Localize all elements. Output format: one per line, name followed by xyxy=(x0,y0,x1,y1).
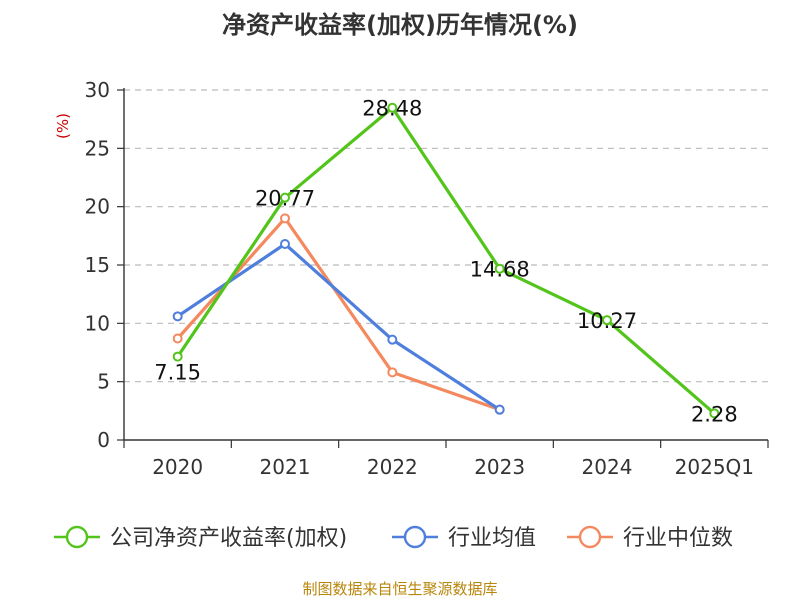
data-labels: 7.15 20.77 28.48 14.68 10.27 2.28 xyxy=(154,97,737,427)
x-tick-label-2024: 2024 xyxy=(582,455,633,479)
source-note: 制图数据来自恒生聚源数据库 xyxy=(302,580,497,598)
legend-marker-1 xyxy=(403,525,427,549)
axes: 0 5 10 15 20 25 30 2020 2021 2022 2023 2024 2025Q1 xyxy=(85,78,769,479)
data-label-2024: 10.27 xyxy=(577,309,637,333)
y-tick-label-0: 0 xyxy=(97,428,110,452)
legend-marker-2 xyxy=(578,525,602,549)
grid-lines xyxy=(124,89,768,383)
data-label-2023: 14.68 xyxy=(470,258,530,282)
x-tick-label-2022: 2022 xyxy=(367,455,418,479)
series-0-point-2024 xyxy=(602,315,612,326)
data-label-2021: 20.77 xyxy=(255,187,315,211)
y-tick-label-10: 10 xyxy=(85,311,110,335)
series-line-0 xyxy=(176,106,716,415)
y-tick-label-30: 30 xyxy=(85,78,110,102)
series-0-point-2022 xyxy=(387,102,398,113)
series-group xyxy=(172,102,720,419)
legend-marker-0 xyxy=(65,525,89,549)
legend-item-0[interactable]: 公司净资产收益率(加权) xyxy=(54,525,347,551)
y-tick-label-5: 5 xyxy=(97,370,110,394)
legend-item-2[interactable]: 行业中位数 xyxy=(567,525,733,551)
legend-label-1: 行业均值 xyxy=(448,526,536,551)
series-2-point-2022 xyxy=(387,367,398,378)
x-tick-label-2021: 2021 xyxy=(260,455,311,479)
legend[interactable]: 公司净资产收益率(加权) 行业均值 行业中位数 xyxy=(54,525,733,551)
legend-label-2: 行业中位数 xyxy=(623,526,733,551)
y-tick-label-20: 20 xyxy=(85,195,110,219)
chart-title: 净资产收益率(加权)历年情况(%) xyxy=(222,11,578,39)
series-1-point-2021 xyxy=(280,239,290,249)
series-0-point-2021 xyxy=(280,192,290,203)
x-tick-label-2020: 2020 xyxy=(152,455,203,479)
data-label-2020: 7.15 xyxy=(154,361,201,385)
series-2-point-2021 xyxy=(280,213,290,224)
series-1-point-2020 xyxy=(172,311,183,322)
series-line-1 xyxy=(176,242,501,412)
data-label-2022: 28.48 xyxy=(362,97,422,121)
x-tick-label-2023: 2023 xyxy=(474,455,525,479)
series-0-point-2020 xyxy=(172,351,183,362)
legend-item-1[interactable]: 行业均值 xyxy=(392,525,536,551)
legend-label-0: 公司净资产收益率(加权) xyxy=(110,526,347,551)
y-tick-label-15: 15 xyxy=(85,253,110,277)
series-1-point-2022 xyxy=(387,334,398,345)
y-axis-unit: (%) xyxy=(54,113,72,139)
y-tick-label-25: 25 xyxy=(85,136,110,160)
series-2-point-2020 xyxy=(172,333,183,344)
series-line-2 xyxy=(176,216,501,412)
series-0-point-2023 xyxy=(494,263,505,274)
series-0-point-2025Q1 xyxy=(709,408,720,419)
data-label-2025Q1: 2.28 xyxy=(691,402,738,426)
x-tick-label-2025Q1: 2025Q1 xyxy=(675,455,754,479)
series-1-point-2023 xyxy=(494,404,505,415)
